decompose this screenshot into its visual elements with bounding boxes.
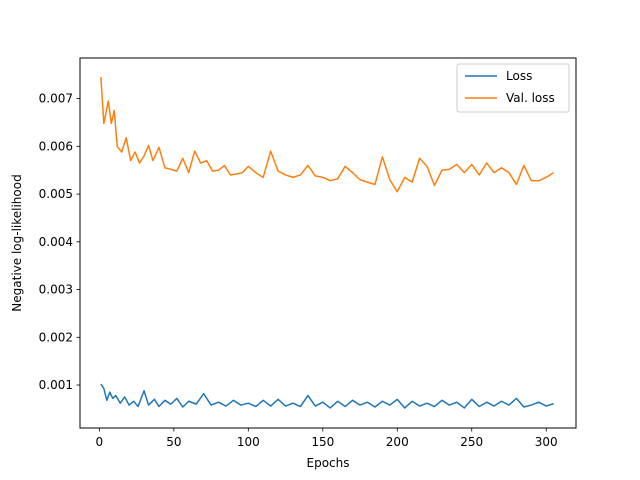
x-tick-label: 300 <box>535 435 558 449</box>
x-axis: 0 50 100 150 200 250 300 <box>96 428 558 449</box>
y-tick-label: 0.006 <box>39 139 73 153</box>
legend-label-loss: Loss <box>506 69 532 83</box>
x-tick-label: 200 <box>386 435 409 449</box>
series-line-val-loss <box>100 77 555 193</box>
x-tick-label: 50 <box>166 435 181 449</box>
y-tick-label: 0.005 <box>39 187 73 201</box>
x-axis-label: Epochs <box>307 456 350 470</box>
x-tick-label: 100 <box>237 435 260 449</box>
series-line-loss <box>100 383 554 409</box>
legend-label-val-loss: Val. loss <box>506 91 555 105</box>
y-tick-label: 0.007 <box>39 92 73 106</box>
y-axis: 0.001 0.002 0.003 0.004 0.005 0.006 0.007 <box>39 92 80 392</box>
x-tick-label: 150 <box>311 435 334 449</box>
y-tick-label: 0.003 <box>39 283 73 297</box>
legend: Loss Val. loss <box>456 63 570 113</box>
x-tick-label: 0 <box>96 435 104 449</box>
plot-frame <box>79 57 577 429</box>
y-tick-label: 0.001 <box>39 378 73 392</box>
y-tick-label: 0.004 <box>39 235 73 249</box>
plot-series <box>100 77 555 409</box>
y-tick-label: 0.002 <box>39 330 73 344</box>
x-tick-label: 250 <box>460 435 483 449</box>
y-axis-label: Negative log-likelihood <box>10 174 24 311</box>
